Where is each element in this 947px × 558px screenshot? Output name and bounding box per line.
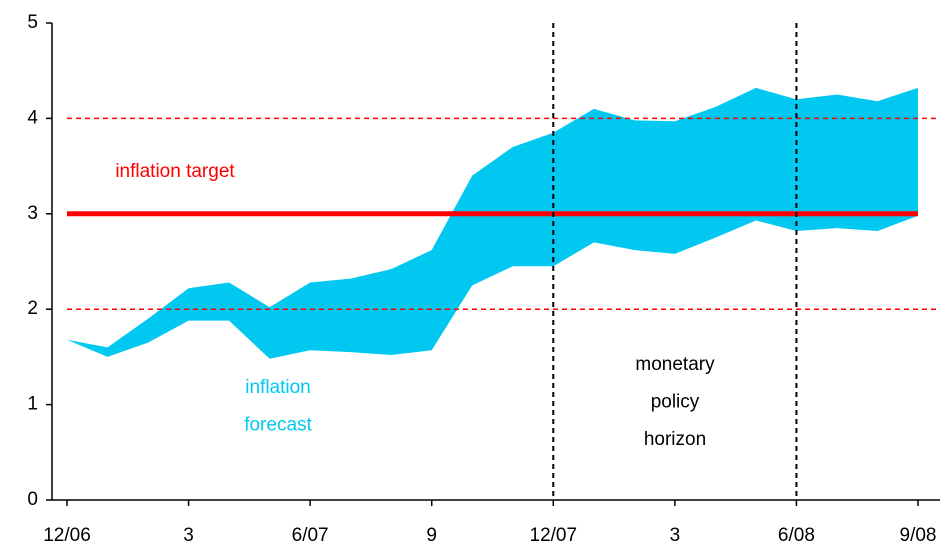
y-tick-label: 0 [27,489,38,510]
y-tick-label: 2 [27,298,38,319]
x-tick-label: 3 [183,525,194,546]
x-tick-label: 6/07 [292,525,329,546]
x-tick-label: 9 [426,525,437,546]
x-tick-label: 12/06 [43,525,91,546]
annotation: monetary [635,354,715,375]
forecast-band [67,87,918,359]
x-tick-label: 6/08 [778,525,815,546]
annotation: horizon [644,429,706,450]
annotation: policy [651,392,700,413]
y-tick-label: 4 [27,107,38,128]
annotation: inflation [245,377,311,398]
x-tick-label: 12/07 [530,525,578,546]
annotation: forecast [244,415,312,436]
x-tick-label: 9/08 [900,525,937,546]
x-tick-label: 3 [670,525,681,546]
y-tick-label: 1 [27,394,38,415]
y-tick-label: 3 [27,203,38,224]
annotation: inflation target [115,161,235,182]
y-tick-label: 5 [27,12,38,33]
